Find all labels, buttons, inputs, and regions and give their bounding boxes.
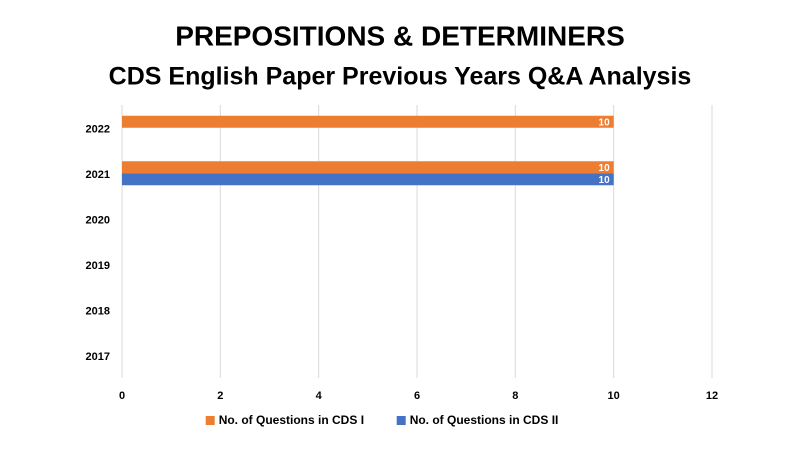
chart-subtitle: CDS English Paper Previous Years Q&A Ana…	[109, 63, 692, 91]
legend-label: No. of Questions in CDS II	[410, 413, 559, 427]
bar	[122, 173, 614, 186]
x-tick-label: 6	[414, 390, 420, 402]
bar	[122, 161, 614, 174]
y-tick-label: 2019	[86, 260, 110, 272]
bar	[122, 115, 614, 128]
chart-title: PREPOSITIONS & DETERMINERS	[175, 20, 625, 51]
y-tick-label: 2018	[86, 306, 110, 318]
legend-swatch	[205, 416, 215, 425]
x-tick-label: 0	[119, 390, 125, 402]
legend-swatch	[396, 416, 406, 425]
y-tick-label: 2020	[86, 215, 110, 227]
x-tick-label: 2	[217, 390, 223, 402]
x-tick-label: 8	[512, 390, 518, 402]
x-tick-label: 4	[316, 390, 323, 402]
y-tick-label: 2017	[86, 351, 110, 363]
legend-label: No. of Questions in CDS I	[219, 413, 364, 427]
data-label: 10	[599, 117, 611, 128]
y-tick-label: 2022	[86, 124, 110, 136]
x-tick-label: 10	[608, 390, 620, 402]
data-label: 10	[599, 175, 611, 186]
data-label: 10	[599, 163, 611, 174]
y-tick-label: 2021	[86, 169, 110, 181]
x-tick-label: 12	[706, 390, 718, 402]
